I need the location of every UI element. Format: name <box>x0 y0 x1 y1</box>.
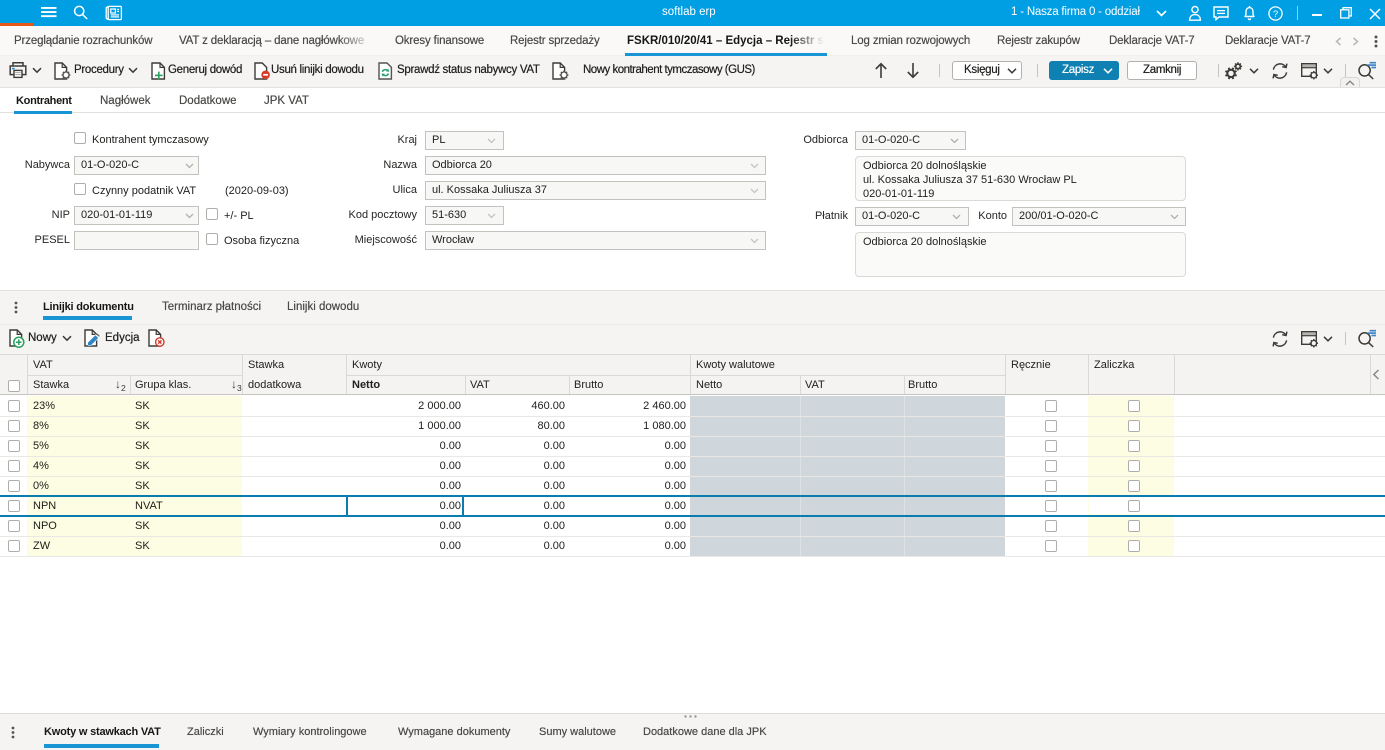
svg-text:?: ? <box>1273 9 1278 20</box>
